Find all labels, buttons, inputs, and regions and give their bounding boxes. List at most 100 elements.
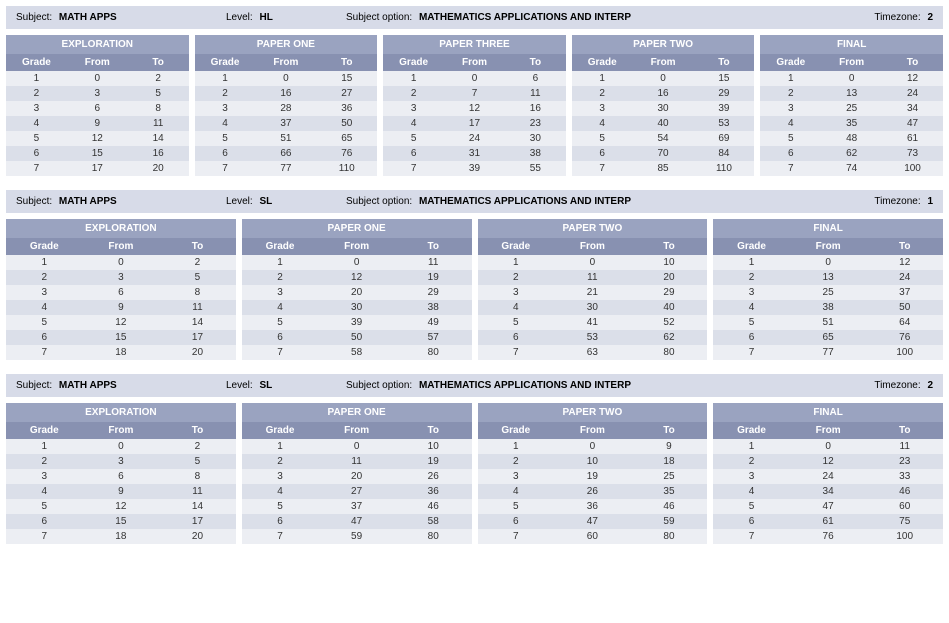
grade-table: GradeFromTo1022353684911512146151771820 <box>6 422 236 544</box>
subject-label: Subject: <box>16 196 52 207</box>
table-row: 55165 <box>195 131 378 146</box>
column-header: From <box>554 422 631 439</box>
panel-title: FINAL <box>713 403 943 422</box>
cell: 10 <box>395 439 472 454</box>
cell: 50 <box>316 116 377 131</box>
cell: 48 <box>821 131 882 146</box>
cell: 2 <box>713 270 790 285</box>
cell: 11 <box>318 454 395 469</box>
cell: 4 <box>478 300 555 315</box>
cell: 61 <box>882 131 943 146</box>
table-row: 109 <box>478 439 708 454</box>
table-row: 71720 <box>6 161 189 176</box>
section-header: Subject: MATH APPSLevel: HLSubject optio… <box>6 6 943 29</box>
cell: 0 <box>821 71 882 86</box>
cell: 29 <box>631 285 708 300</box>
cell: 37 <box>318 499 395 514</box>
cell: 3 <box>478 285 555 300</box>
timezone-value: 2 <box>927 380 933 391</box>
cell: 0 <box>83 439 160 454</box>
table-row: 42736 <box>242 484 472 499</box>
cell: 4 <box>383 116 444 131</box>
cell: 80 <box>631 345 708 360</box>
cell: 5 <box>760 131 821 146</box>
column-header: Grade <box>6 422 83 439</box>
cell: 31 <box>444 146 505 161</box>
cell: 9 <box>83 300 160 315</box>
table-row: 71820 <box>6 529 236 544</box>
cell: 16 <box>633 86 694 101</box>
panel-title: PAPER TWO <box>478 219 708 238</box>
panel-title: EXPLORATION <box>6 219 236 238</box>
cell: 50 <box>318 330 395 345</box>
cell: 47 <box>318 514 395 529</box>
table-row: 73955 <box>383 161 566 176</box>
table-row: 102 <box>6 71 189 86</box>
cell: 6 <box>195 146 256 161</box>
cell: 0 <box>554 439 631 454</box>
grade-panel: PAPER ONEGradeFromTo10102111932026427365… <box>242 403 472 544</box>
cell: 11 <box>505 86 566 101</box>
cell: 0 <box>255 71 316 86</box>
cell: 20 <box>631 270 708 285</box>
cell: 30 <box>505 131 566 146</box>
cell: 110 <box>316 161 377 176</box>
subject-value: MATH APPS <box>59 380 117 391</box>
grade-panel: PAPER TWOGradeFromTo10921018319254263553… <box>478 403 708 544</box>
table-row: 21629 <box>572 86 755 101</box>
cell: 2 <box>128 71 189 86</box>
cell: 0 <box>790 439 867 454</box>
cell: 34 <box>882 101 943 116</box>
table-row: 65057 <box>242 330 472 345</box>
table-row: 63138 <box>383 146 566 161</box>
table-row: 102 <box>6 255 236 270</box>
cell: 8 <box>159 469 236 484</box>
cell: 6 <box>67 101 128 116</box>
cell: 7 <box>760 161 821 176</box>
panel-title: PAPER ONE <box>242 403 472 422</box>
cell: 35 <box>821 116 882 131</box>
table-row: 51214 <box>6 131 189 146</box>
cell: 80 <box>395 345 472 360</box>
table-row: 54760 <box>713 499 943 514</box>
column-header: Grade <box>572 54 633 71</box>
level-label: Level: <box>226 12 253 23</box>
cell: 1 <box>478 255 555 270</box>
grade-table: GradeFromTo1022353684911512146151771820 <box>6 238 236 360</box>
cell: 70 <box>633 146 694 161</box>
table-row: 64759 <box>478 514 708 529</box>
cell: 74 <box>821 161 882 176</box>
column-header: Grade <box>242 238 319 255</box>
cell: 17 <box>67 161 128 176</box>
column-header: To <box>159 422 236 439</box>
panel-title: EXPLORATION <box>6 403 236 422</box>
grade-panel: FINALGradeFromTo101121223324334344654760… <box>713 403 943 544</box>
cell: 76 <box>866 330 943 345</box>
cell: 3 <box>83 270 160 285</box>
option-value: MATHEMATICS APPLICATIONS AND INTERP <box>419 196 631 207</box>
table-row: 32836 <box>195 101 378 116</box>
table-row: 368 <box>6 101 189 116</box>
cell: 20 <box>159 345 236 360</box>
cell: 36 <box>395 484 472 499</box>
cell: 57 <box>395 330 472 345</box>
timezone-value: 1 <box>927 196 933 207</box>
table-row: 55469 <box>572 131 755 146</box>
cell: 6 <box>760 146 821 161</box>
cell: 14 <box>128 131 189 146</box>
column-header: From <box>318 238 395 255</box>
cell: 100 <box>866 529 943 544</box>
cell: 52 <box>631 315 708 330</box>
cell: 5 <box>128 86 189 101</box>
cell: 19 <box>554 469 631 484</box>
table-row: 66576 <box>713 330 943 345</box>
cell: 8 <box>128 101 189 116</box>
grade-panel: EXPLORATIONGradeFromTo102235368491151214… <box>6 219 236 360</box>
cell: 66 <box>255 146 316 161</box>
table-row: 1010 <box>242 439 472 454</box>
cell: 7 <box>713 529 790 544</box>
cell: 15 <box>694 71 755 86</box>
cell: 2 <box>572 86 633 101</box>
level-value: SL <box>259 196 272 207</box>
table-row: 67084 <box>572 146 755 161</box>
